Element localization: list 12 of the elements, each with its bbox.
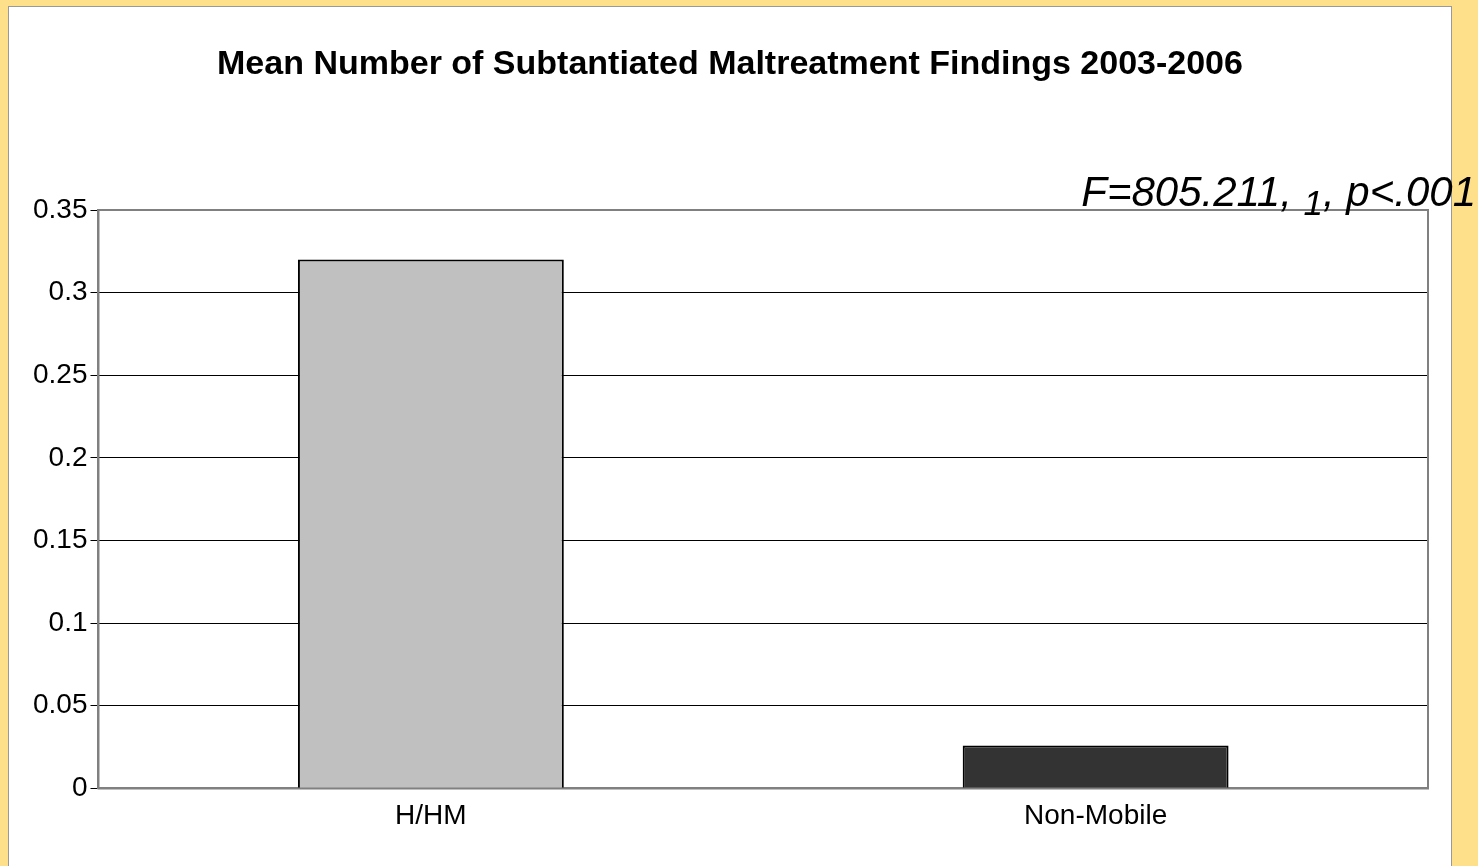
chart-title: Mean Number of Subtantiated Maltreatment Findings 2003-2006 xyxy=(216,42,1244,83)
y-tick-label: 0.3 xyxy=(48,275,88,307)
y-tick-label: 0 xyxy=(71,771,88,803)
x-tick-label: H/HM xyxy=(395,798,467,830)
y-tick-label: 0.2 xyxy=(48,440,88,472)
y-tick-label: 0.1 xyxy=(48,605,88,637)
y-tick-label: 0.05 xyxy=(33,688,88,720)
y-tick-label: 0.25 xyxy=(33,357,88,389)
y-tick-label: 0.15 xyxy=(33,523,88,555)
y-tick-label: 0.35 xyxy=(33,192,88,224)
x-tick-label: Non-Mobile xyxy=(1024,798,1168,830)
annotation: F=805.211, $_{1}$, p<.001 xyxy=(1081,168,1476,224)
